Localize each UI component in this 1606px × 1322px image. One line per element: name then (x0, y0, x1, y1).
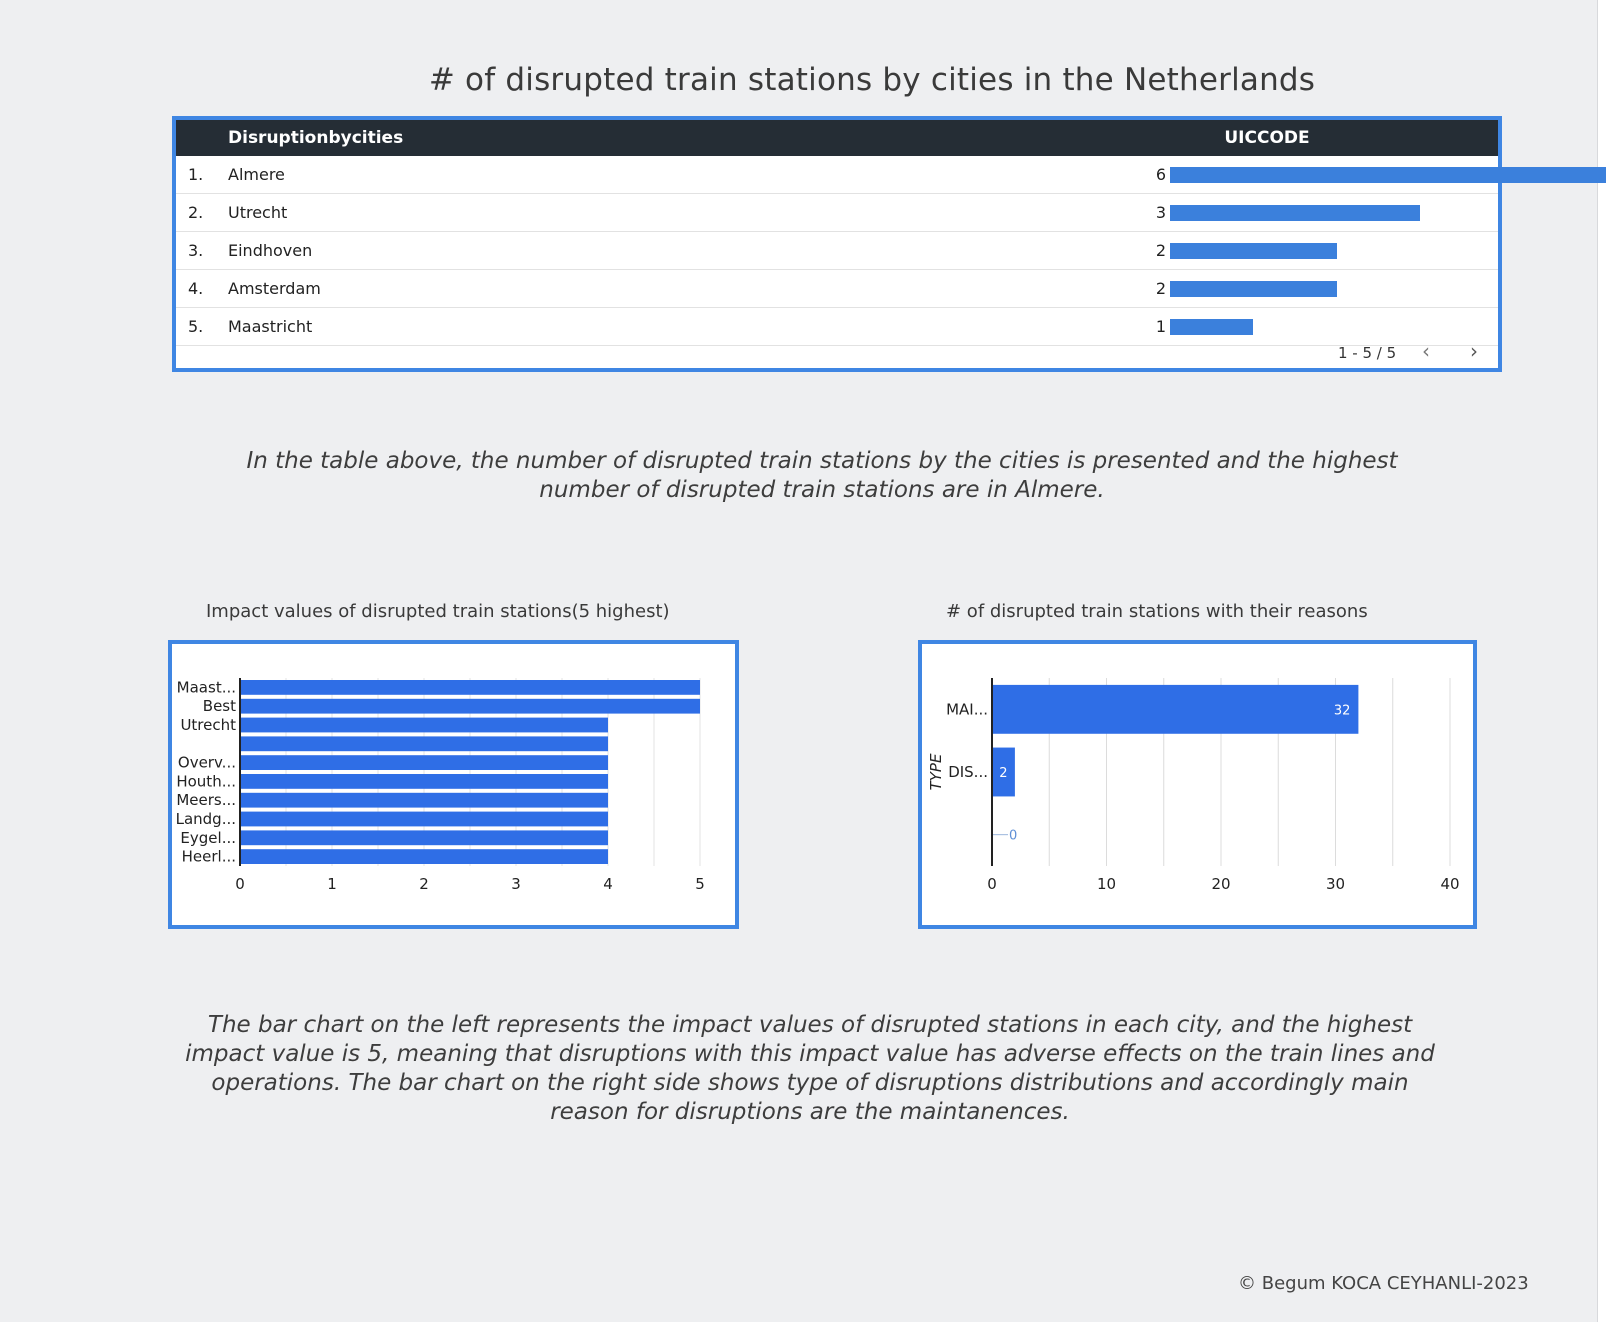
row-value: 2 (1155, 241, 1166, 260)
row-value: 1 (1155, 317, 1166, 336)
row-value-bar (1170, 205, 1420, 221)
row-value-bar (1170, 243, 1337, 259)
reasons-bar-chart: 32 MAI... 2 DIS... 0 TYPE 0 10 20 30 40 (927, 678, 1460, 893)
category-label: Houth... (176, 772, 236, 790)
category-label: Landg... (176, 810, 236, 828)
bar (240, 680, 700, 695)
x-tick-label: 2 (419, 875, 429, 893)
cities-table: Disruptionbycities UICCODE 1. Almere 6 2. Ut… (172, 116, 1606, 372)
bar (992, 747, 1015, 797)
row-value-bar (1170, 167, 1606, 183)
chevron-left-icon[interactable]: ‹ (1422, 339, 1430, 363)
bar (240, 736, 608, 752)
impact-chart-frame: Maast... Best Utrecht Overv... Houth... Meers… (168, 640, 739, 929)
bar (240, 792, 608, 808)
bar (240, 755, 608, 770)
right-chart-title: # of disrupted train stations with their… (946, 601, 1368, 622)
x-tick-label: 10 (1097, 875, 1116, 893)
bar (992, 684, 1359, 734)
x-tick-label: 30 (1326, 875, 1345, 893)
bar (240, 717, 608, 733)
row-value-bar (1170, 281, 1337, 297)
pager-label: 1 - 5 / 5 (1338, 344, 1397, 362)
x-tick-label: 20 (1211, 875, 1230, 893)
row-city: Utrecht (228, 203, 288, 222)
x-tick-label: 0 (987, 875, 997, 893)
row-value: 3 (1155, 203, 1166, 222)
row-value: 6 (1155, 165, 1166, 184)
category-label: DIS... (948, 763, 988, 781)
x-tick-label: 3 (511, 875, 521, 893)
row-value: 2 (1155, 279, 1166, 298)
table-header: Disruptionbycities UICCODE (176, 120, 1498, 156)
metric-header[interactable]: UICCODE (1224, 128, 1310, 148)
table-row[interactable]: 1. Almere 6 (176, 156, 1606, 194)
table-row[interactable]: 2. Utrecht 3 (176, 194, 1498, 232)
page-right-edge (1597, 0, 1606, 1322)
bar (240, 774, 608, 789)
category-label: Maast... (177, 678, 236, 696)
table-row[interactable]: 3. Eindhoven 2 (176, 232, 1498, 270)
row-index: 2. (188, 203, 204, 222)
category-label: MAI... (946, 700, 988, 718)
reasons-chart-frame: 32 MAI... 2 DIS... 0 TYPE 0 10 20 30 40 (918, 640, 1477, 929)
category-label: Best (203, 697, 236, 715)
x-tick-label: 5 (695, 875, 705, 893)
bar (240, 830, 608, 846)
charts-description: The bar chart on the left represents the… (185, 1012, 1435, 1125)
row-city: Maastricht (228, 317, 313, 336)
x-tick-label: 4 (603, 875, 613, 893)
copyright-text: © Begum KOCA CEYHANLI-2023 (1238, 1273, 1529, 1294)
table-row[interactable]: 4. Amsterdam 2 (176, 270, 1498, 308)
data-label: 0 (1009, 829, 1017, 844)
row-city: Almere (228, 165, 285, 184)
category-label: Eygel... (180, 829, 236, 847)
data-label: 32 (1334, 703, 1351, 718)
row-value-bar (1170, 319, 1254, 335)
data-label: 2 (999, 766, 1007, 781)
category-label: Heerl... (182, 848, 236, 866)
bar (240, 811, 608, 827)
bar (240, 698, 700, 714)
table-row[interactable]: 5. Maastricht 1 (176, 308, 1498, 346)
row-city: Eindhoven (228, 241, 313, 260)
x-tick-label: 1 (327, 875, 337, 893)
row-index: 1. (188, 165, 204, 184)
dimension-header[interactable]: Disruptionbycities (228, 128, 404, 148)
category-label: Meers... (176, 791, 236, 809)
row-index: 4. (188, 279, 204, 298)
left-chart-title: Impact values of disrupted train station… (206, 601, 670, 622)
x-tick-label: 0 (235, 875, 245, 893)
row-index: 3. (188, 241, 204, 260)
row-city: Amsterdam (228, 279, 321, 298)
category-label: Overv... (178, 754, 236, 772)
page-title: # of disrupted train stations by cities … (428, 62, 1316, 98)
category-label: Utrecht (180, 716, 236, 734)
bar (240, 849, 608, 864)
x-tick-label: 40 (1440, 875, 1459, 893)
chevron-right-icon[interactable]: › (1470, 339, 1478, 363)
y-axis-title: TYPE (927, 753, 945, 790)
table-description: In the table above, the number of disrup… (246, 448, 1398, 503)
row-index: 5. (188, 317, 204, 336)
